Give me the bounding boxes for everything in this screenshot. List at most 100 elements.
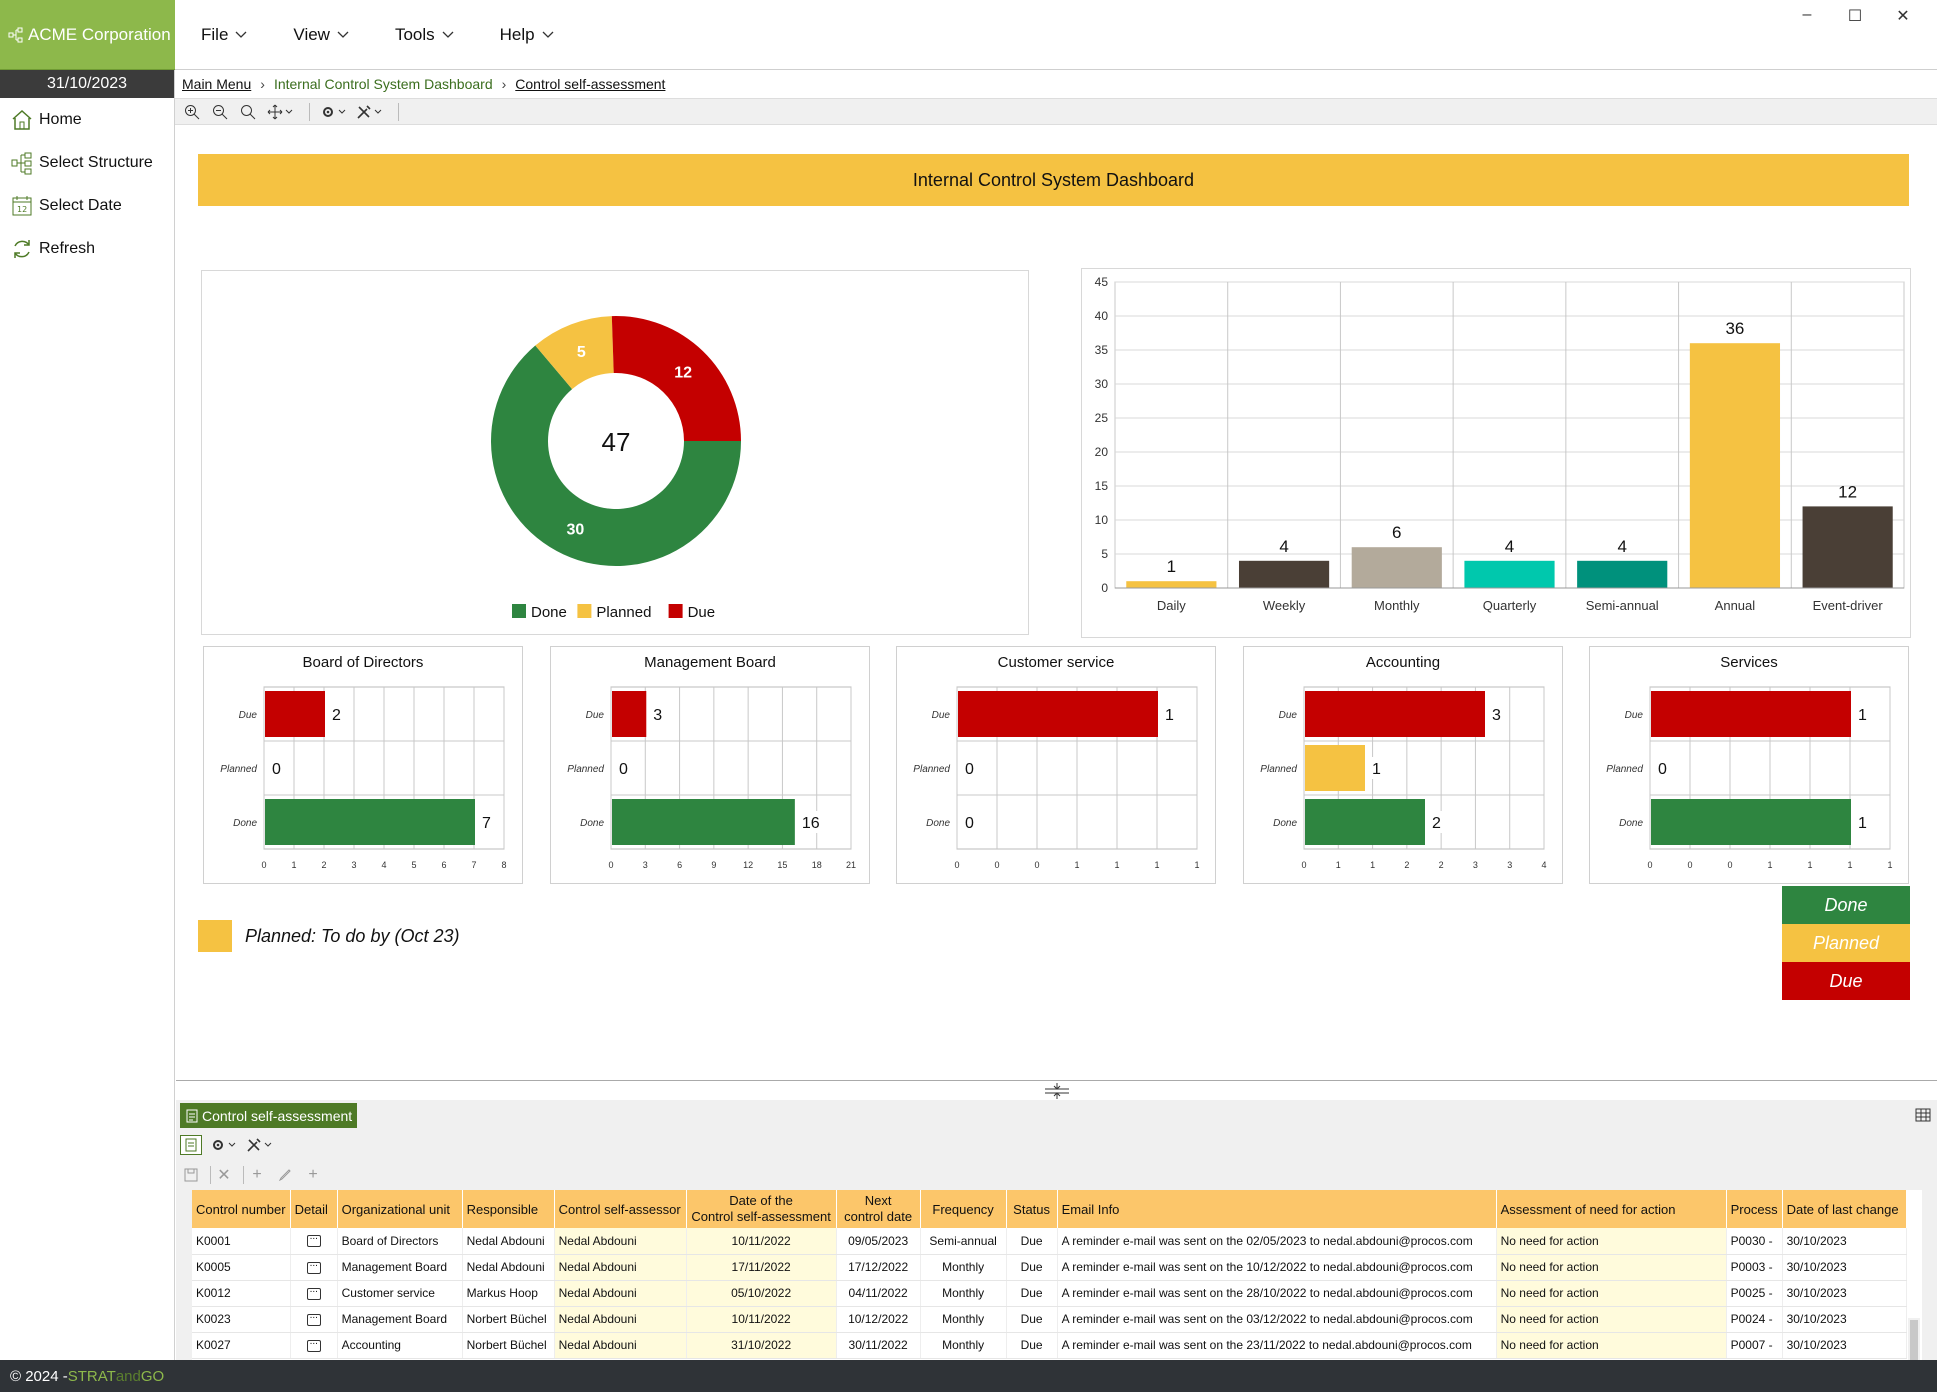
table-cell[interactable]: Semi-annual <box>920 1228 1007 1255</box>
table-cell[interactable]: 10/11/2022 <box>686 1306 837 1333</box>
menu-tools[interactable]: Tools <box>395 25 454 45</box>
table-cell[interactable]: 30/10/2023 <box>1782 1306 1907 1333</box>
table-cell[interactable]: Due <box>1006 1280 1058 1307</box>
table-cell[interactable]: Nedal Abdouni <box>554 1228 687 1255</box>
column-header[interactable]: Email Info <box>1057 1190 1497 1228</box>
company-selector[interactable]: ACME Corporation <box>0 0 175 70</box>
zoom-out-button[interactable] <box>209 102 231 122</box>
menu-help[interactable]: Help <box>500 25 554 45</box>
column-header[interactable]: Detail <box>290 1190 338 1228</box>
table-cell[interactable]: No need for action <box>1496 1280 1727 1307</box>
breadcrumb-main-menu[interactable]: Main Menu <box>182 76 252 92</box>
sidebar-item-refresh[interactable]: Refresh <box>0 227 174 270</box>
grid-settings-button[interactable] <box>208 1135 238 1155</box>
breadcrumb-current[interactable]: Control self-assessment <box>515 76 666 92</box>
export-button[interactable] <box>180 1135 202 1155</box>
table-cell[interactable]: Nedal Abdouni <box>462 1228 555 1255</box>
table-cell[interactable]: P0030 - <box>1726 1228 1783 1255</box>
delete-button[interactable]: ✕ <box>217 1167 231 1184</box>
table-cell[interactable]: 10/11/2022 <box>686 1228 837 1255</box>
table-cell[interactable]: Norbert Büchel <box>462 1306 555 1333</box>
table-cell[interactable]: K0001 <box>192 1228 291 1255</box>
table-cell[interactable]: P0024 - <box>1726 1306 1783 1333</box>
detail-icon[interactable] <box>306 1310 321 1326</box>
table-cell[interactable]: Markus Hoop <box>462 1280 555 1307</box>
table-cell[interactable]: K0027 <box>192 1332 291 1359</box>
table-cell[interactable]: 30/10/2023 <box>1782 1254 1907 1281</box>
table-cell[interactable]: A reminder e-mail was sent on the 02/05/… <box>1057 1228 1497 1255</box>
maximize-button[interactable]: ☐ <box>1847 8 1863 25</box>
table-cell[interactable]: Nedal Abdouni <box>554 1332 687 1359</box>
table-cell[interactable]: A reminder e-mail was sent on the 10/12/… <box>1057 1254 1497 1281</box>
table-cell[interactable]: A reminder e-mail was sent on the 03/12/… <box>1057 1306 1497 1333</box>
sidebar-item-home[interactable]: Home <box>0 98 174 141</box>
table-cell[interactable]: A reminder e-mail was sent on the 23/11/… <box>1057 1332 1497 1359</box>
menu-view[interactable]: View <box>293 25 349 45</box>
table-cell[interactable]: No need for action <box>1496 1306 1727 1333</box>
minimize-button[interactable]: – <box>1802 6 1812 23</box>
column-header[interactable]: Process <box>1726 1190 1783 1228</box>
detail-cell[interactable] <box>290 1332 338 1359</box>
pan-button[interactable] <box>265 102 295 122</box>
table-cell[interactable]: Monthly <box>920 1280 1007 1307</box>
table-cell[interactable]: Due <box>1006 1228 1058 1255</box>
grid-view-icon[interactable] <box>1915 1108 1931 1122</box>
table-cell[interactable]: P0007 - <box>1726 1332 1783 1359</box>
table-cell[interactable]: 17/12/2022 <box>836 1254 921 1281</box>
table-cell[interactable]: 30/10/2023 <box>1782 1332 1907 1359</box>
column-header[interactable]: Organizational unit <box>337 1190 463 1228</box>
table-cell[interactable]: Board of Directors <box>337 1228 463 1255</box>
table-cell[interactable]: Nedal Abdouni <box>554 1280 687 1307</box>
scrollbar-thumb[interactable] <box>1910 1320 1918 1360</box>
table-cell[interactable]: No need for action <box>1496 1332 1727 1359</box>
add-button[interactable]: + <box>252 1166 262 1183</box>
detail-icon[interactable] <box>306 1258 321 1274</box>
table-cell[interactable]: 17/11/2022 <box>686 1254 837 1281</box>
table-cell[interactable]: K0012 <box>192 1280 291 1307</box>
column-header[interactable]: Assessment of need for action <box>1496 1190 1727 1228</box>
detail-icon[interactable] <box>306 1336 321 1352</box>
detail-icon[interactable] <box>306 1231 321 1248</box>
table-cell[interactable]: 31/10/2022 <box>686 1332 837 1359</box>
column-header[interactable]: Next control date <box>836 1190 921 1228</box>
table-cell[interactable]: Monthly <box>920 1332 1007 1359</box>
table-cell[interactable]: 05/10/2022 <box>686 1280 837 1307</box>
table-cell[interactable]: 09/05/2023 <box>836 1228 921 1255</box>
table-cell[interactable]: 30/11/2022 <box>836 1332 921 1359</box>
table-cell[interactable]: Management Board <box>337 1254 463 1281</box>
table-cell[interactable]: 30/10/2023 <box>1782 1228 1907 1255</box>
tab-control-self-assessment[interactable]: Control self-assessment <box>180 1103 358 1128</box>
zoom-reset-button[interactable] <box>237 102 259 122</box>
table-cell[interactable]: Due <box>1006 1306 1058 1333</box>
table-cell[interactable]: Norbert Büchel <box>462 1332 555 1359</box>
column-header[interactable]: Control number <box>192 1190 291 1228</box>
add-child-button[interactable]: + <box>308 1166 318 1183</box>
table-cell[interactable]: Nedal Abdouni <box>554 1254 687 1281</box>
save-button[interactable] <box>180 1165 202 1185</box>
table-cell[interactable]: Due <box>1006 1254 1058 1281</box>
table-cell[interactable]: K0005 <box>192 1254 291 1281</box>
table-cell[interactable]: Customer service <box>337 1280 463 1307</box>
table-cell[interactable]: P0025 - <box>1726 1280 1783 1307</box>
column-header[interactable]: Date of the Control self-assessment <box>686 1190 837 1228</box>
settings-button[interactable] <box>318 102 348 122</box>
zoom-in-button[interactable] <box>181 102 203 122</box>
table-cell[interactable]: 30/10/2023 <box>1782 1280 1907 1307</box>
table-cell[interactable]: Management Board <box>337 1306 463 1333</box>
table-cell[interactable]: No need for action <box>1496 1254 1727 1281</box>
vertical-scrollbar[interactable] <box>1908 1318 1920 1360</box>
table-cell[interactable]: No need for action <box>1496 1228 1727 1255</box>
close-button[interactable]: ✕ <box>1896 8 1910 25</box>
sidebar-item-select-date[interactable]: 12 Select Date <box>0 184 174 227</box>
column-header[interactable]: Responsible <box>462 1190 555 1228</box>
detail-cell[interactable] <box>290 1228 338 1255</box>
table-cell[interactable]: K0023 <box>192 1306 291 1333</box>
table-cell[interactable]: Monthly <box>920 1306 1007 1333</box>
menu-file[interactable]: File <box>201 25 247 45</box>
detail-cell[interactable] <box>290 1280 338 1307</box>
